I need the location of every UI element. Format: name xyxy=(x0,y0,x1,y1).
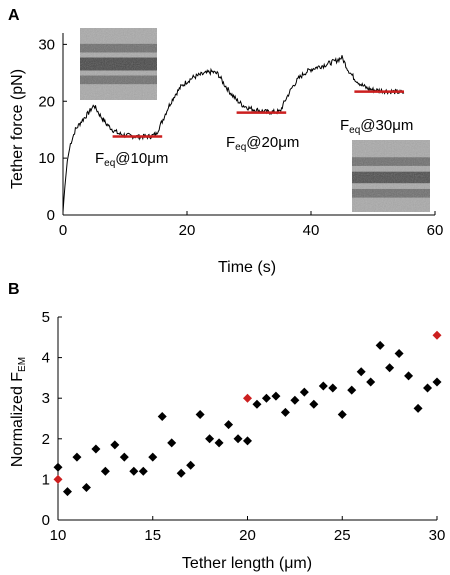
scatter-point xyxy=(176,468,186,478)
panel-a-y-tick-label: 0 xyxy=(47,207,55,224)
scatter-point xyxy=(309,399,319,409)
panel-b-ylabel: Normalized FEM xyxy=(9,357,28,467)
panel-a-x-tick-label: 0 xyxy=(59,222,67,239)
scatter-point xyxy=(91,444,101,454)
panel-a-xlabel: Time (s) xyxy=(218,259,276,276)
scatter-point xyxy=(205,434,215,444)
panel-a-y-tick-label: 10 xyxy=(38,150,55,167)
scatter-point xyxy=(110,440,120,450)
scatter-point xyxy=(186,460,196,470)
panel-b-xlabel: Tether length (μm) xyxy=(182,555,312,572)
scatter-point xyxy=(299,387,309,397)
panel-b-x-tick-label: 30 xyxy=(429,527,446,544)
panel-b-plot: 10 15 20 25 30 0 1 2 3 4 5 xyxy=(42,309,446,544)
panel-a-plot: 0 20 40 60 0 10 20 30 xyxy=(38,33,443,239)
scatter-point xyxy=(337,409,347,419)
scatter-point xyxy=(224,420,234,430)
scatter-point xyxy=(100,466,110,476)
panel-b-y-tick-label: 3 xyxy=(42,390,50,407)
scatter-point xyxy=(119,452,129,462)
panel-a-x-tick-label: 60 xyxy=(427,222,444,239)
panel-b-label: B xyxy=(8,281,20,298)
scatter-point xyxy=(167,438,177,448)
scatter-point xyxy=(290,395,300,405)
scatter-point xyxy=(243,436,252,446)
scatter-point xyxy=(404,371,414,381)
annotation-feq-30: Feq@30μm xyxy=(340,117,413,136)
panel-b-x-tick-label: 20 xyxy=(239,527,256,544)
panel-b-y-tick-label: 5 xyxy=(42,309,50,326)
panel-b-y-tick-label: 4 xyxy=(42,350,50,367)
panel-a-label: A xyxy=(8,7,20,24)
scatter-point xyxy=(356,367,366,377)
scatter-point xyxy=(72,452,82,462)
panel-b-x-tick-label: 10 xyxy=(50,527,67,544)
panel-a-x-tick-label: 40 xyxy=(303,222,320,239)
scatter-point xyxy=(280,407,290,417)
scatter-point xyxy=(385,363,395,373)
scatter-point xyxy=(366,377,376,387)
inset-image-10um xyxy=(80,28,157,100)
scatter-point xyxy=(233,434,243,444)
scatter-point xyxy=(394,349,404,359)
annotation-feq-20: Feq@20μm xyxy=(226,134,299,153)
panel-b-y-tick-label: 0 xyxy=(42,512,50,529)
panel-b-x-tick-label: 15 xyxy=(144,527,161,544)
force-trace xyxy=(62,55,405,213)
scatter-point xyxy=(62,487,72,497)
scatter-point xyxy=(328,383,338,393)
annotation-feq-10: Feq@10μm xyxy=(95,150,168,169)
scatter-point xyxy=(432,377,442,387)
inset-noise xyxy=(80,28,157,100)
panel-a-x-tick-label: 20 xyxy=(179,222,196,239)
scatter-point xyxy=(413,403,423,413)
panel-b-y-tick-label: 2 xyxy=(42,431,50,448)
scatter-point xyxy=(138,466,148,476)
panel-b-x-tick-label: 25 xyxy=(334,527,351,544)
scatter-point xyxy=(347,385,357,395)
panel-b-y-tick-label: 1 xyxy=(42,471,50,488)
panel-a-y-tick-label: 20 xyxy=(38,93,55,110)
scatter-point-highlight xyxy=(243,393,252,403)
scatter-point xyxy=(375,340,385,350)
scatter-point xyxy=(318,381,328,391)
scatter-point xyxy=(129,466,139,476)
scatter-point xyxy=(157,411,167,421)
scatter-point xyxy=(252,399,262,409)
scatter-point xyxy=(423,383,433,393)
inset-noise xyxy=(352,140,430,212)
scatter-point-highlight xyxy=(53,474,63,484)
scatter-point xyxy=(148,452,158,462)
scatter-point xyxy=(271,391,281,401)
panel-a-y-tick-label: 30 xyxy=(38,36,55,53)
scatter-point xyxy=(261,393,271,403)
scatter-point-highlight xyxy=(432,330,442,340)
scatter-point xyxy=(81,483,91,493)
scatter-point xyxy=(53,462,63,472)
scatter-point xyxy=(195,409,205,419)
inset-image-30um xyxy=(352,140,430,212)
panel-a-ylabel: Tether force (pN) xyxy=(9,69,26,189)
scatter-point xyxy=(214,438,224,448)
